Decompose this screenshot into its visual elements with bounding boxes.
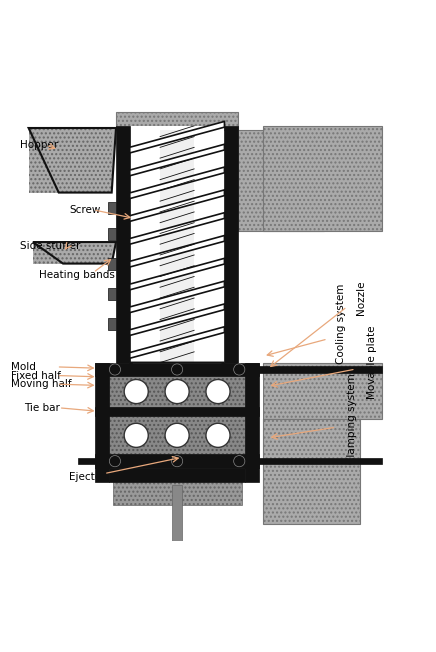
Text: Fixed half: Fixed half (11, 370, 61, 381)
Bar (160, 130, 194, 363)
Bar (109, 468, 245, 482)
Bar (238, 130, 324, 231)
Bar (263, 363, 382, 419)
Circle shape (109, 364, 120, 375)
Polygon shape (29, 128, 116, 192)
Polygon shape (33, 242, 116, 263)
Circle shape (234, 364, 245, 375)
Bar (108, 228, 116, 240)
Bar (245, 458, 382, 464)
Bar (263, 419, 360, 524)
Text: Ejector pins: Ejector pins (69, 471, 131, 482)
Text: Hopper: Hopper (20, 140, 58, 150)
Bar (33, 242, 112, 263)
Bar (95, 454, 259, 468)
Polygon shape (130, 327, 225, 359)
Polygon shape (130, 167, 225, 199)
Circle shape (165, 379, 189, 404)
Circle shape (124, 379, 148, 404)
Text: Tie bar: Tie bar (24, 403, 60, 413)
Bar (95, 407, 259, 417)
Bar (95, 363, 259, 376)
Bar (108, 318, 116, 331)
Circle shape (206, 423, 230, 447)
Polygon shape (130, 190, 225, 222)
Text: Clamping system: Clamping system (347, 373, 357, 464)
Bar (116, 111, 238, 130)
Circle shape (234, 456, 245, 467)
Polygon shape (130, 144, 225, 176)
Text: Movable plate: Movable plate (367, 326, 377, 399)
Bar (109, 417, 245, 454)
Polygon shape (130, 304, 225, 336)
Bar (225, 126, 238, 363)
Circle shape (206, 379, 230, 404)
Text: Heating bands: Heating bands (39, 270, 115, 280)
Circle shape (109, 456, 120, 467)
Text: Nozzle: Nozzle (356, 281, 366, 316)
Bar (29, 128, 112, 192)
Circle shape (165, 423, 189, 447)
Text: Screw: Screw (69, 205, 101, 215)
Polygon shape (130, 121, 225, 153)
Polygon shape (130, 363, 225, 404)
Circle shape (171, 364, 183, 375)
Bar (78, 458, 95, 464)
Bar (108, 288, 116, 300)
Bar (95, 468, 109, 482)
Bar (116, 126, 130, 363)
Text: Mold: Mold (11, 362, 36, 372)
Bar (172, 485, 182, 552)
Bar (108, 202, 116, 214)
Bar (245, 363, 259, 468)
Polygon shape (130, 258, 225, 290)
Polygon shape (130, 281, 225, 313)
Bar (109, 376, 245, 407)
Bar (130, 126, 225, 363)
Text: Cooling system: Cooling system (336, 284, 346, 364)
Circle shape (124, 423, 148, 447)
Text: Moving half: Moving half (11, 379, 72, 389)
Bar (112, 481, 242, 505)
Bar (245, 468, 259, 482)
Bar (245, 366, 382, 373)
Polygon shape (130, 235, 225, 267)
Bar (255, 380, 263, 419)
Polygon shape (130, 213, 225, 244)
Text: Side stuffer: Side stuffer (20, 241, 80, 252)
Circle shape (171, 456, 183, 467)
Bar (263, 126, 382, 231)
Bar (108, 258, 116, 270)
Bar (95, 363, 109, 468)
